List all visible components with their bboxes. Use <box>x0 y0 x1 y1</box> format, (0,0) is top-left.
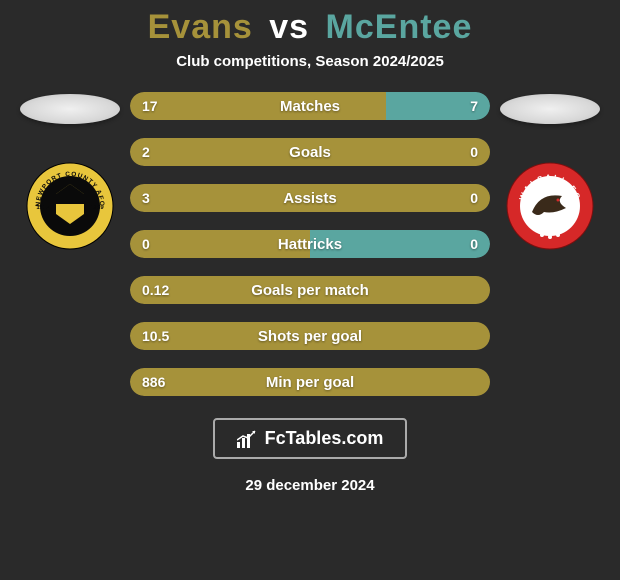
stats-column: Matches177Goals20Assists30Hattricks00Goa… <box>130 92 490 396</box>
stat-label: Hattricks <box>130 230 490 258</box>
club-logo-left: NEWPORT COUNTY AFC exiles 1912 1989 <box>26 162 114 250</box>
svg-text:1989: 1989 <box>90 205 104 211</box>
left-column: NEWPORT COUNTY AFC exiles 1912 1989 <box>10 92 130 250</box>
stat-label: Assists <box>130 184 490 212</box>
stat-value-left: 2 <box>142 138 150 166</box>
page-title: Evans vs McEntee <box>148 8 473 47</box>
club-logo-right: WALSALL FC <box>506 162 594 250</box>
stat-value-right: 0 <box>470 184 478 212</box>
stat-row: Goals2 0 <box>130 138 490 166</box>
stat-label: Goals <box>130 138 490 166</box>
main-row: NEWPORT COUNTY AFC exiles 1912 1989 Matc… <box>0 92 620 396</box>
stat-row: Hattricks0 0 <box>130 230 490 258</box>
player1-photo-placeholder <box>20 94 120 124</box>
site-name: FcTables.com <box>265 428 384 449</box>
stat-row: Matches17 7 <box>130 92 490 120</box>
stat-label: Shots per goal <box>130 322 490 350</box>
stat-value-right: 0 <box>470 230 478 258</box>
chart-icon <box>237 430 259 448</box>
stat-label: Goals per match <box>130 276 490 304</box>
stat-value-left: 17 <box>142 92 158 120</box>
stat-row: Goals per match0.12 <box>130 276 490 304</box>
date-label: 29 december 2024 <box>245 477 374 494</box>
stat-value-left: 3 <box>142 184 150 212</box>
stat-value-left: 886 <box>142 368 165 396</box>
svg-text:1912: 1912 <box>36 205 50 211</box>
site-logo[interactable]: FcTables.com <box>213 418 408 459</box>
stat-value-left: 10.5 <box>142 322 169 350</box>
right-column: WALSALL FC <box>490 92 610 250</box>
player2-photo-placeholder <box>500 94 600 124</box>
stat-value-left: 0 <box>142 230 150 258</box>
stat-row: Assists3 0 <box>130 184 490 212</box>
newport-badge-icon: NEWPORT COUNTY AFC exiles 1912 1989 <box>26 162 114 250</box>
stat-row: Shots per goal10.5 <box>130 322 490 350</box>
subtitle: Club competitions, Season 2024/2025 <box>176 53 444 70</box>
player2-name: McEntee <box>326 8 473 46</box>
player1-name: Evans <box>148 8 253 46</box>
stat-label: Min per goal <box>130 368 490 396</box>
stat-label: Matches <box>130 92 490 120</box>
stat-value-right: 7 <box>470 92 478 120</box>
svg-text:exiles: exiles <box>60 229 80 236</box>
stat-value-left: 0.12 <box>142 276 169 304</box>
walsall-badge-icon: WALSALL FC <box>506 162 594 250</box>
vs-label: vs <box>269 8 309 46</box>
stat-value-right: 0 <box>470 138 478 166</box>
stat-row: Min per goal886 <box>130 368 490 396</box>
comparison-container: Evans vs McEntee Club competitions, Seas… <box>0 0 620 580</box>
